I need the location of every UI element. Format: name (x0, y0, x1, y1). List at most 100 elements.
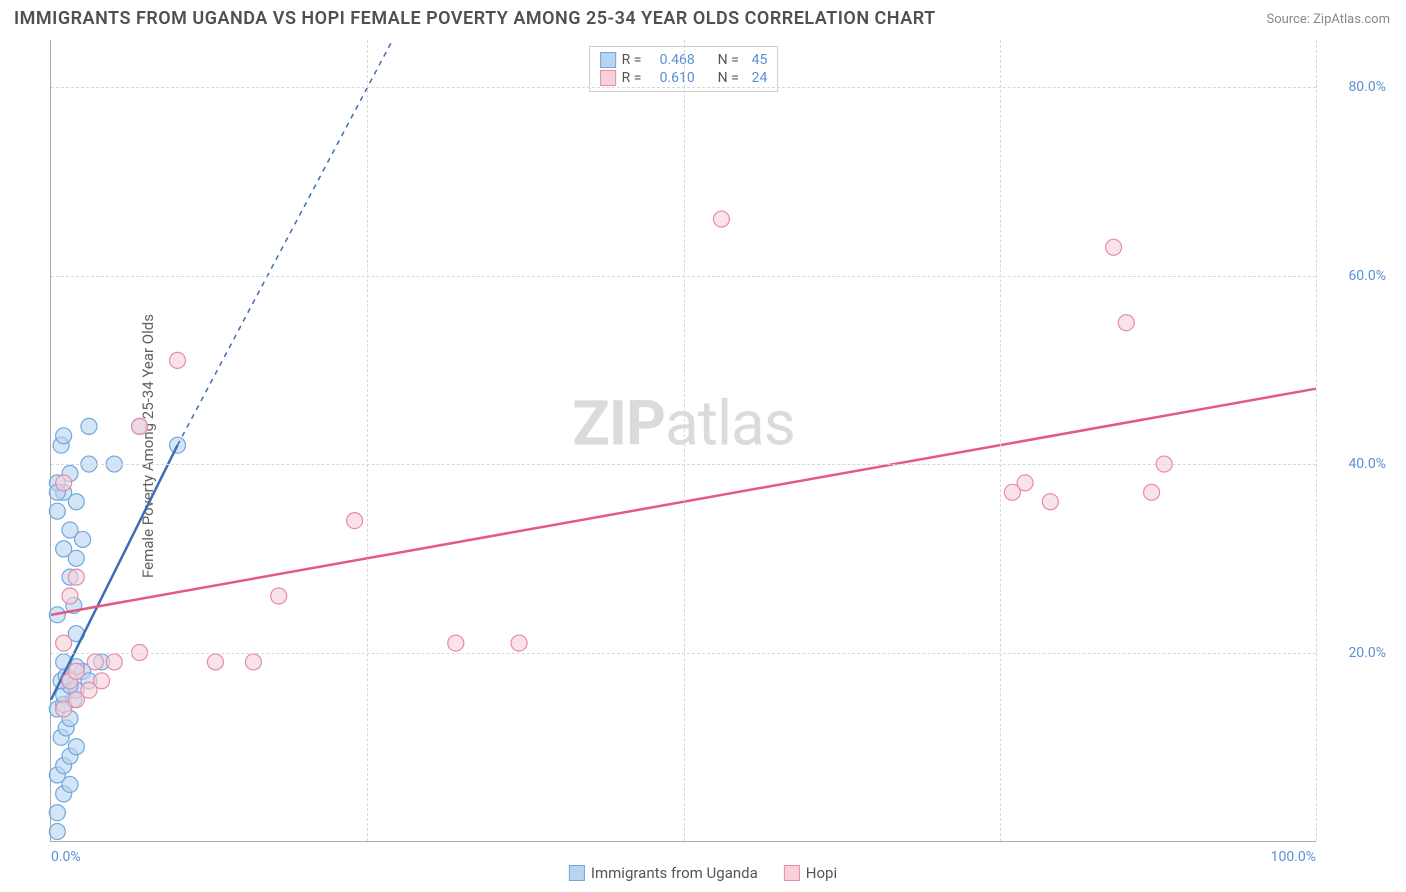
scatter-point-uganda (49, 484, 65, 500)
scatter-point-hopi (1118, 315, 1134, 331)
scatter-point-hopi (132, 418, 148, 434)
y-tick-label: 20.0% (1326, 645, 1386, 661)
scatter-point-uganda (68, 739, 84, 755)
scatter-point-hopi (207, 654, 223, 670)
trend-line-dashed-uganda (178, 40, 393, 445)
watermark-bold: ZIP (572, 388, 665, 461)
scatter-point-uganda (94, 654, 110, 670)
scatter-point-uganda (68, 659, 84, 675)
scatter-point-uganda (62, 748, 78, 764)
scatter-point-uganda (49, 701, 65, 717)
trend-line-uganda (51, 445, 178, 699)
scatter-point-hopi (1144, 484, 1160, 500)
scatter-point-uganda (56, 696, 72, 712)
scatter-point-hopi (94, 673, 110, 689)
r-value-hopi: 0.610 (660, 70, 704, 86)
scatter-point-hopi (1017, 475, 1033, 491)
swatch-uganda (600, 52, 616, 68)
x-tick-label: 100.0% (1271, 849, 1316, 865)
r-label: R = (622, 52, 654, 68)
scatter-point-hopi (271, 588, 287, 604)
scatter-point-hopi (87, 654, 103, 670)
legend-label-hopi: Hopi (806, 864, 837, 882)
swatch-hopi (784, 865, 800, 881)
scatter-point-hopi (62, 588, 78, 604)
scatter-point-hopi (68, 663, 84, 679)
source-attribution: Source: ZipAtlas.com (1266, 12, 1390, 27)
scatter-point-hopi (56, 701, 72, 717)
r-value-uganda: 0.468 (660, 52, 704, 68)
gridline-v (684, 40, 685, 841)
scatter-point-uganda (66, 597, 82, 613)
scatter-point-uganda (62, 465, 78, 481)
gridline-v (367, 40, 368, 841)
scatter-point-hopi (1106, 239, 1122, 255)
scatter-point-uganda (58, 668, 74, 684)
scatter-point-uganda (58, 720, 74, 736)
scatter-point-hopi (81, 682, 97, 698)
gridline-v (1000, 40, 1001, 841)
scatter-point-hopi (68, 692, 84, 708)
scatter-point-uganda (56, 428, 72, 444)
scatter-point-hopi (56, 635, 72, 651)
scatter-point-uganda (49, 607, 65, 623)
scatter-point-hopi (56, 475, 72, 491)
n-value-uganda: 45 (752, 52, 768, 68)
scatter-point-uganda (68, 550, 84, 566)
scatter-point-uganda (49, 475, 65, 491)
r-label: R = (622, 70, 654, 86)
scatter-point-uganda (68, 626, 84, 642)
plot-area: ZIPatlas R =0.468N =45R =0.610N =24 20.0… (50, 40, 1316, 842)
scatter-point-hopi (1004, 484, 1020, 500)
scatter-point-hopi (170, 352, 186, 368)
scatter-point-uganda (68, 494, 84, 510)
scatter-point-uganda (53, 729, 69, 745)
scatter-point-hopi (245, 654, 261, 670)
scatter-point-uganda (49, 824, 65, 840)
scatter-point-uganda (81, 673, 97, 689)
scatter-point-uganda (56, 758, 72, 774)
n-label: N = (718, 70, 746, 86)
swatch-hopi (600, 70, 616, 86)
legend-item-uganda: Immigrants from Uganda (569, 864, 758, 882)
scatter-point-uganda (56, 687, 72, 703)
scatter-point-uganda (66, 692, 82, 708)
n-value-hopi: 24 (752, 70, 768, 86)
legend-label-uganda: Immigrants from Uganda (591, 864, 758, 882)
scatter-point-hopi (1042, 494, 1058, 510)
scatter-point-uganda (62, 569, 78, 585)
scatter-point-hopi (511, 635, 527, 651)
scatter-point-hopi (106, 654, 122, 670)
scatter-point-uganda (68, 682, 84, 698)
scatter-point-hopi (347, 513, 363, 529)
scatter-point-hopi (713, 211, 729, 227)
scatter-point-uganda (53, 437, 69, 453)
y-tick-label: 60.0% (1326, 268, 1386, 284)
chart-title: IMMIGRANTS FROM UGANDA VS HOPI FEMALE PO… (14, 8, 936, 29)
gridline-v (1316, 40, 1317, 841)
scatter-point-uganda (75, 531, 91, 547)
scatter-point-uganda (56, 541, 72, 557)
scatter-point-uganda (49, 767, 65, 783)
scatter-point-uganda (53, 673, 69, 689)
legend-item-hopi: Hopi (784, 864, 837, 882)
scatter-point-hopi (448, 635, 464, 651)
y-tick-label: 80.0% (1326, 79, 1386, 95)
bottom-legend: Immigrants from Uganda Hopi (569, 864, 837, 882)
scatter-point-uganda (62, 522, 78, 538)
swatch-uganda (569, 865, 585, 881)
x-tick-label: 0.0% (51, 849, 81, 865)
scatter-point-uganda (56, 654, 72, 670)
scatter-point-uganda (62, 776, 78, 792)
scatter-point-uganda (132, 418, 148, 434)
scatter-point-uganda (62, 710, 78, 726)
scatter-point-uganda (49, 503, 65, 519)
scatter-point-uganda (56, 484, 72, 500)
scatter-point-hopi (68, 569, 84, 585)
scatter-point-uganda (62, 678, 78, 694)
scatter-point-uganda (75, 663, 91, 679)
n-label: N = (718, 52, 746, 68)
scatter-point-uganda (170, 437, 186, 453)
scatter-point-uganda (81, 418, 97, 434)
chart-container: IMMIGRANTS FROM UGANDA VS HOPI FEMALE PO… (0, 0, 1406, 892)
